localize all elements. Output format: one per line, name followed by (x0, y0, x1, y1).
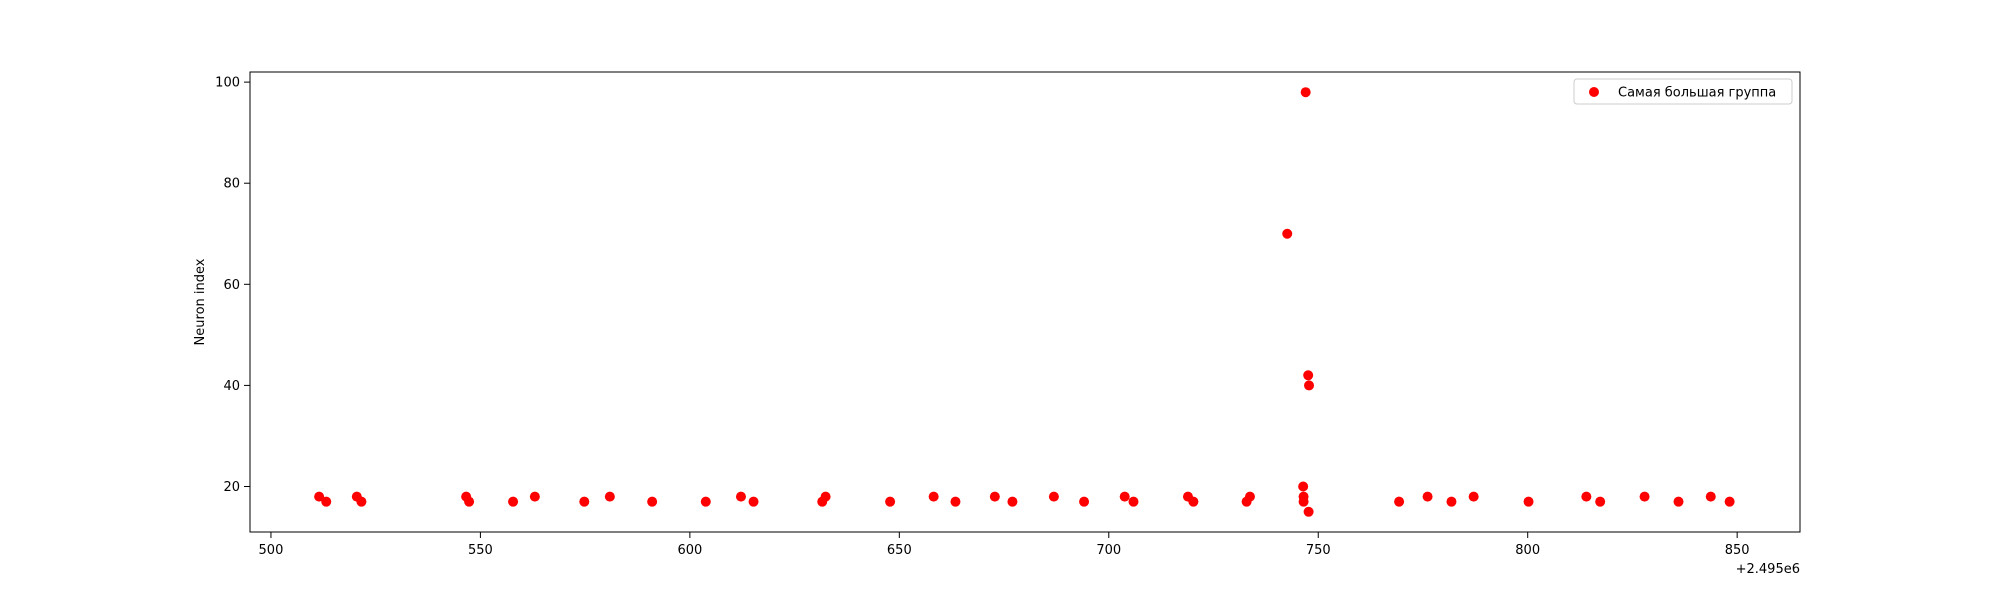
data-point (1422, 491, 1433, 502)
data-point (820, 491, 831, 502)
y-tick-label: 40 (223, 379, 240, 394)
x-offset-label: +2.495e6 (1736, 562, 1800, 577)
x-tick-label: 800 (1515, 543, 1540, 558)
y-tick-label: 20 (223, 480, 240, 495)
data-point (1119, 491, 1130, 502)
y-tick-label: 80 (223, 177, 240, 192)
data-point (1244, 491, 1255, 502)
data-point (1282, 228, 1293, 239)
data-point (1079, 496, 1090, 507)
data-point (735, 491, 746, 502)
data-point (1048, 491, 1059, 502)
data-point (647, 496, 658, 507)
data-point (748, 496, 759, 507)
data-point (1724, 496, 1735, 507)
data-point (604, 491, 615, 502)
legend: Самая большая группа (1573, 78, 1793, 105)
x-tick-label: 500 (259, 543, 284, 558)
data-point (1303, 370, 1314, 381)
y-tick-label: 60 (223, 278, 240, 293)
data-point (579, 496, 590, 507)
legend-marker (1589, 87, 1599, 97)
legend-label: Самая большая группа (1618, 86, 1776, 101)
data-point (928, 491, 939, 502)
points-layer (314, 87, 1735, 517)
data-point (1303, 506, 1314, 517)
data-point (1128, 496, 1139, 507)
data-point (1446, 496, 1457, 507)
data-point (1523, 496, 1534, 507)
y-tick-label: 100 (215, 76, 240, 91)
data-point (314, 491, 325, 502)
data-point (885, 496, 896, 507)
data-point (1581, 491, 1592, 502)
data-point (1298, 481, 1309, 492)
data-point (700, 496, 711, 507)
x-tick-label: 850 (1725, 543, 1750, 558)
data-point (1639, 491, 1650, 502)
data-point (464, 496, 475, 507)
plot-area (250, 72, 1800, 532)
data-point (321, 496, 332, 507)
y-axis-label: Neuron index (193, 258, 208, 345)
legend-box (1573, 78, 1793, 105)
data-point (1468, 491, 1479, 502)
data-point (1394, 496, 1405, 507)
data-point (1298, 496, 1309, 507)
x-tick-label: 600 (677, 543, 702, 558)
x-tick-label: 700 (1096, 543, 1121, 558)
x-tick-label: 750 (1306, 543, 1331, 558)
data-point (1007, 496, 1018, 507)
ticks-layer: 500 550 600 650 700 750 800 850 20 40 60 80 100 (215, 76, 1749, 558)
data-point (1673, 496, 1684, 507)
x-tick-label: 650 (887, 543, 912, 558)
data-point (1188, 496, 1199, 507)
data-point (1595, 496, 1606, 507)
data-point (529, 491, 540, 502)
x-tick-label: 550 (468, 543, 493, 558)
data-point (1304, 380, 1315, 391)
data-point (1300, 87, 1311, 98)
plot-frame (249, 71, 1801, 533)
data-point (1705, 491, 1716, 502)
data-point (950, 496, 961, 507)
data-point (508, 496, 519, 507)
data-point (989, 491, 1000, 502)
data-point (356, 496, 367, 507)
